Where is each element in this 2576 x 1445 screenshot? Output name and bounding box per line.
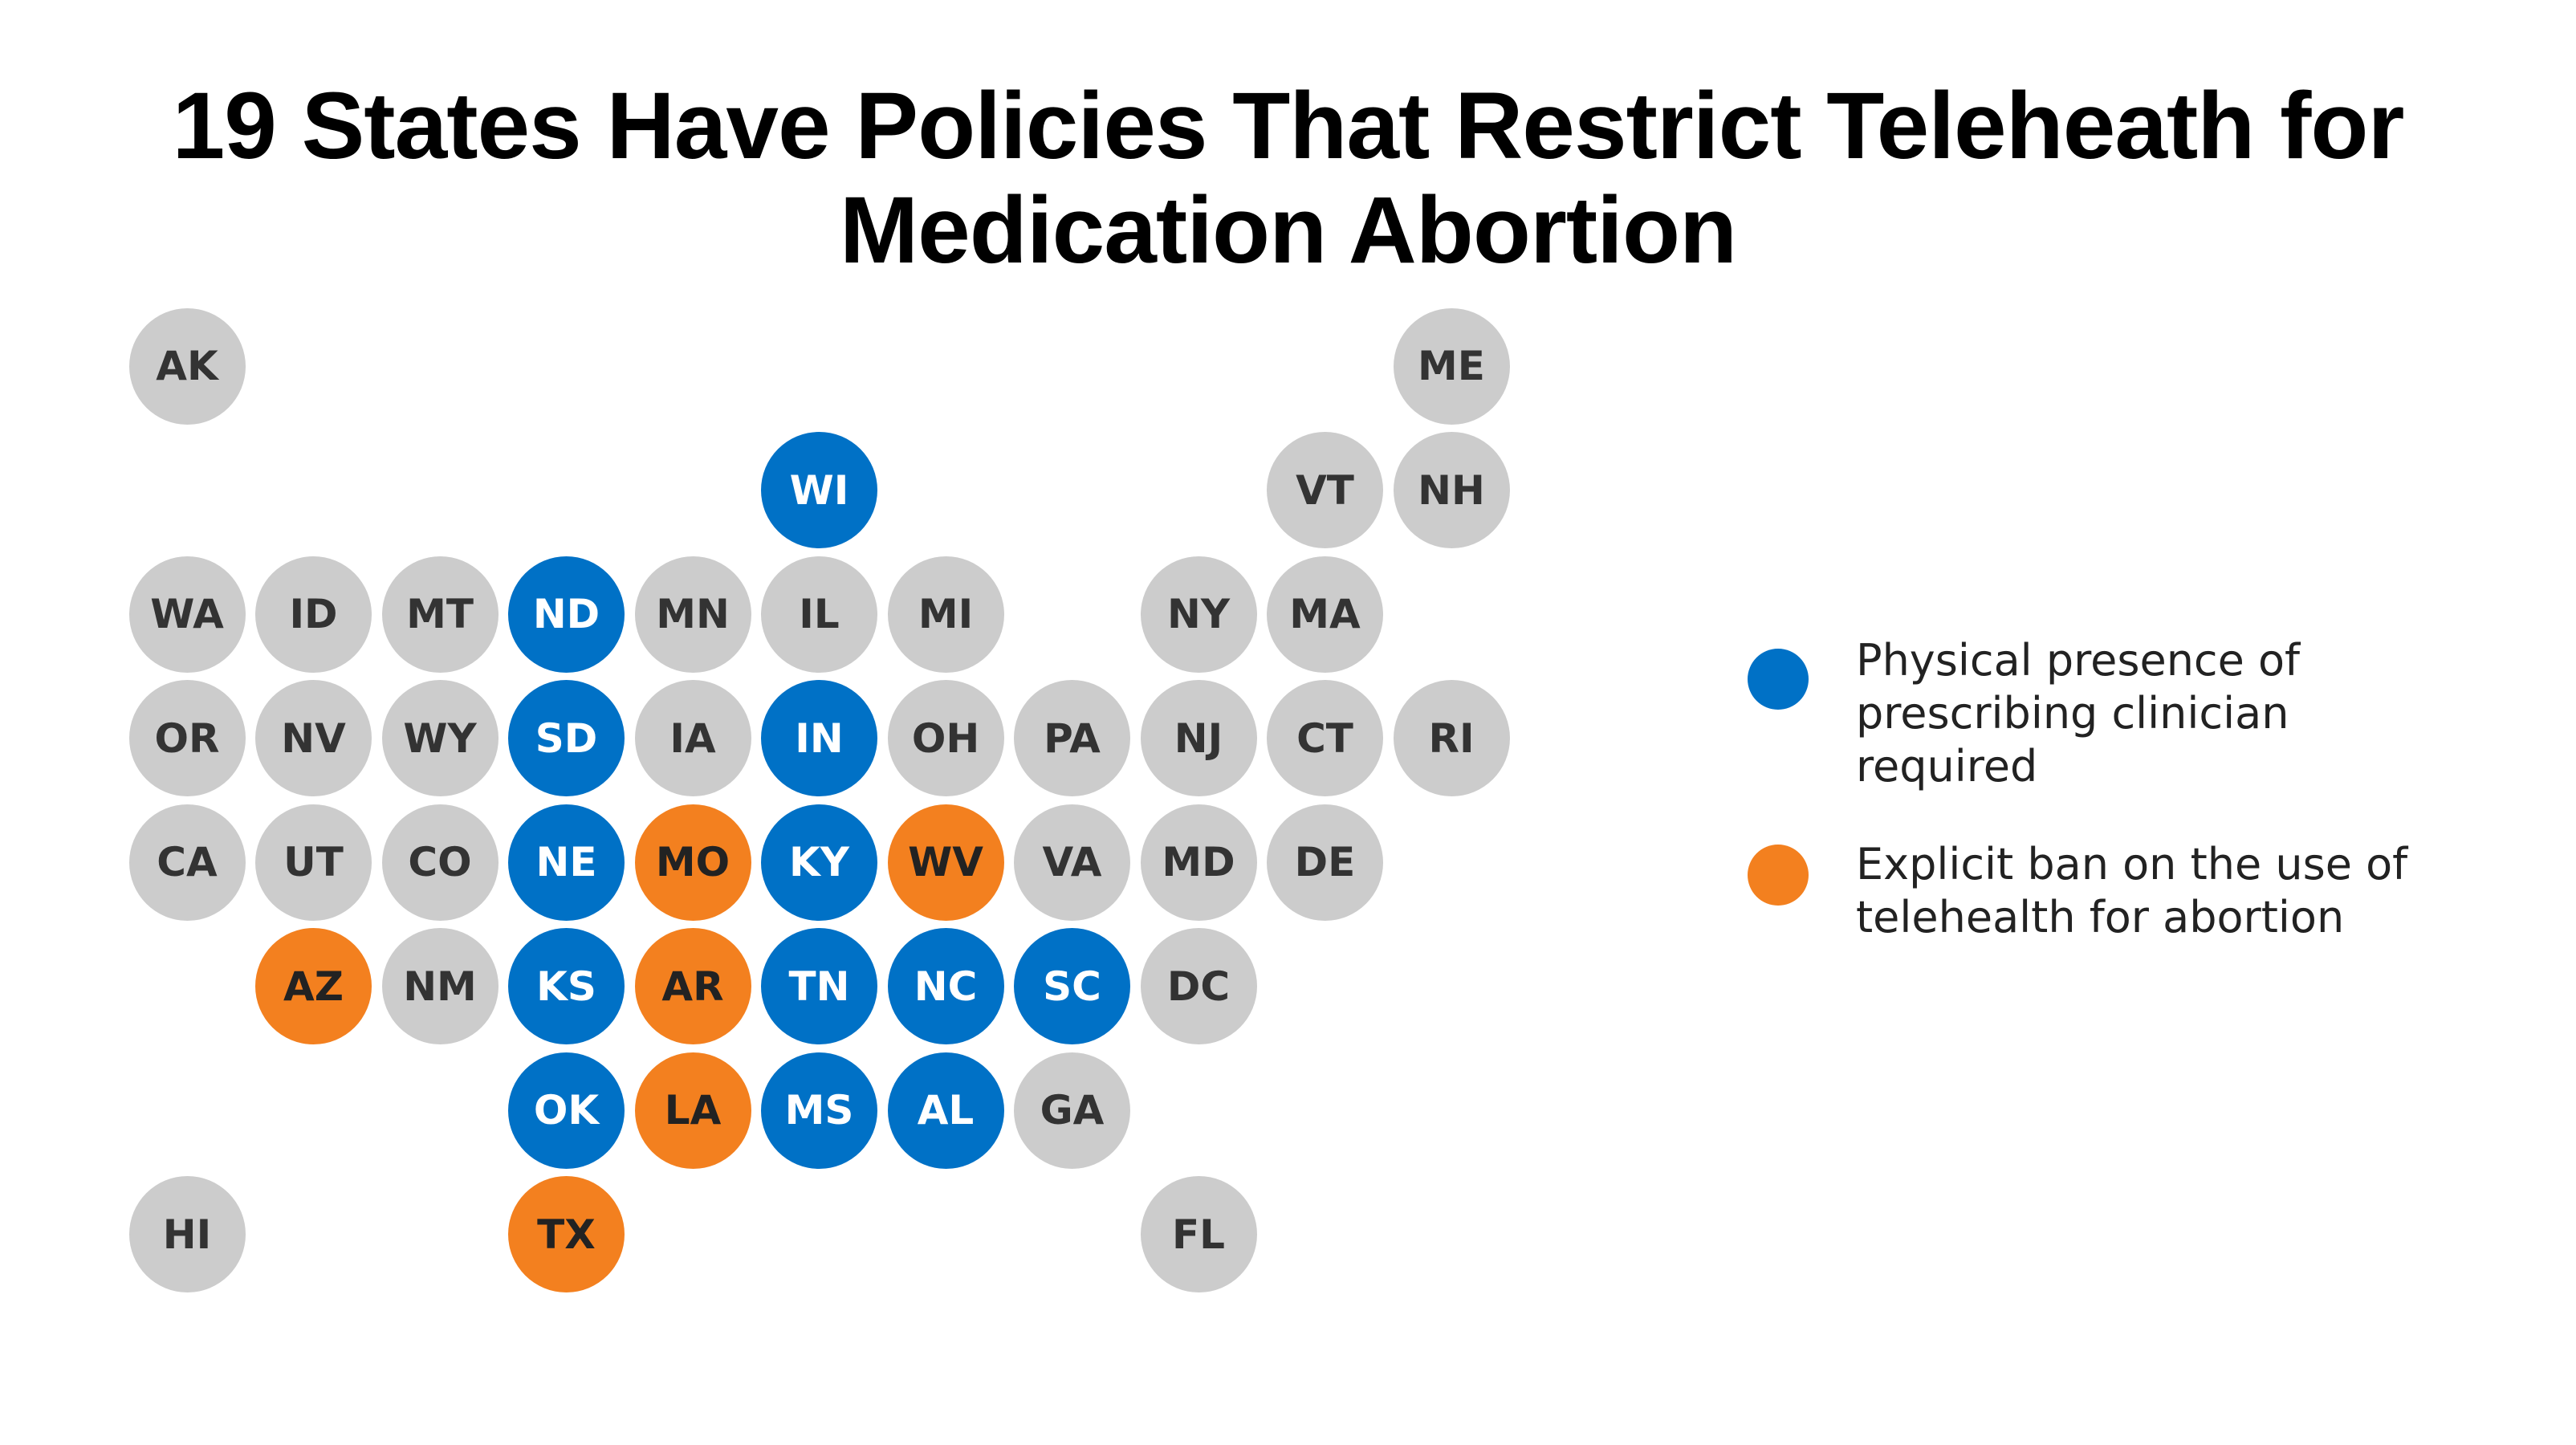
- state-tile-nj: NJ: [1140, 680, 1257, 796]
- state-tile-wi: WI: [761, 432, 877, 548]
- state-tile-ms: MS: [761, 1052, 877, 1169]
- state-tile-az: AZ: [255, 928, 372, 1044]
- state-tile-nd: ND: [508, 556, 625, 673]
- legend-label-line: required: [1856, 741, 2038, 792]
- state-tile-ks: KS: [508, 928, 625, 1044]
- state-tile-ut: UT: [255, 804, 372, 921]
- state-tile-ga: GA: [1014, 1052, 1130, 1169]
- state-tile-de: DE: [1267, 804, 1383, 921]
- state-tile-nv: NV: [255, 680, 372, 796]
- state-tile-me: ME: [1393, 307, 1510, 425]
- state-tile-id: ID: [255, 556, 372, 673]
- state-tile-ny: NY: [1140, 556, 1257, 673]
- state-tile-co: CO: [381, 804, 499, 921]
- state-tile-ca: CA: [128, 804, 246, 921]
- state-tile-ri: RI: [1393, 680, 1510, 796]
- state-tile-md: MD: [1140, 804, 1257, 921]
- state-tile-oh: OH: [887, 680, 1004, 796]
- state-tile-fl: FL: [1140, 1176, 1257, 1292]
- state-tile-wa: WA: [128, 556, 246, 673]
- state-tile-pa: PA: [1014, 680, 1130, 796]
- state-tile-ct: CT: [1267, 680, 1383, 796]
- legend-swatch-physical-presence: [1748, 649, 1809, 710]
- state-tile-la: LA: [634, 1052, 751, 1169]
- state-tile-ok: OK: [508, 1052, 625, 1169]
- state-tile-tn: TN: [761, 928, 877, 1044]
- state-tile-ak: AK: [128, 307, 246, 425]
- state-tile-wy: WY: [381, 680, 499, 796]
- state-tile-mn: MN: [634, 556, 751, 673]
- state-tile-wv: WV: [887, 804, 1004, 921]
- state-tile-ia: IA: [634, 680, 751, 796]
- state-tile-sc: SC: [1014, 928, 1130, 1044]
- legend-label-line: Physical presence of: [1856, 635, 2301, 686]
- legend-swatch-explicit-ban: [1748, 845, 1809, 906]
- state-tile-tx: TX: [508, 1176, 625, 1292]
- state-tile-hi: HI: [128, 1176, 246, 1292]
- state-tile-mt: MT: [381, 556, 499, 673]
- state-tile-nh: NH: [1393, 432, 1510, 548]
- legend-label-line: telehealth for abortion: [1856, 892, 2345, 942]
- chart-title-line-2: Medication Abortion: [839, 177, 1737, 283]
- state-tile-ma: MA: [1267, 556, 1383, 673]
- chart-title-line-1: 19 States Have Policies That Restrict Te…: [172, 73, 2405, 179]
- state-tile-in: IN: [761, 680, 877, 796]
- legend-label-line: prescribing clinician: [1856, 688, 2289, 739]
- state-tile-nc: NC: [887, 928, 1004, 1044]
- legend-label-explicit-ban: Explicit ban on the use of telehealth fo…: [1856, 838, 2576, 944]
- state-tile-ne: NE: [508, 804, 625, 921]
- state-tile-il: IL: [761, 556, 877, 673]
- state-tile-vt: VT: [1267, 432, 1383, 548]
- state-tile-or: OR: [128, 680, 246, 796]
- legend-label-physical-presence: Physical presence of prescribing clinici…: [1856, 634, 2576, 793]
- state-tile-dc: DC: [1140, 928, 1257, 1044]
- state-tile-ky: KY: [761, 804, 877, 921]
- state-tile-mo: MO: [634, 804, 751, 921]
- state-tile-al: AL: [887, 1052, 1004, 1169]
- state-tile-va: VA: [1014, 804, 1130, 921]
- state-tile-nm: NM: [381, 928, 499, 1044]
- legend-label-line: Explicit ban on the use of: [1856, 839, 2408, 889]
- state-tile-ar: AR: [634, 928, 751, 1044]
- state-tile-sd: SD: [508, 680, 625, 796]
- state-tile-mi: MI: [887, 556, 1004, 673]
